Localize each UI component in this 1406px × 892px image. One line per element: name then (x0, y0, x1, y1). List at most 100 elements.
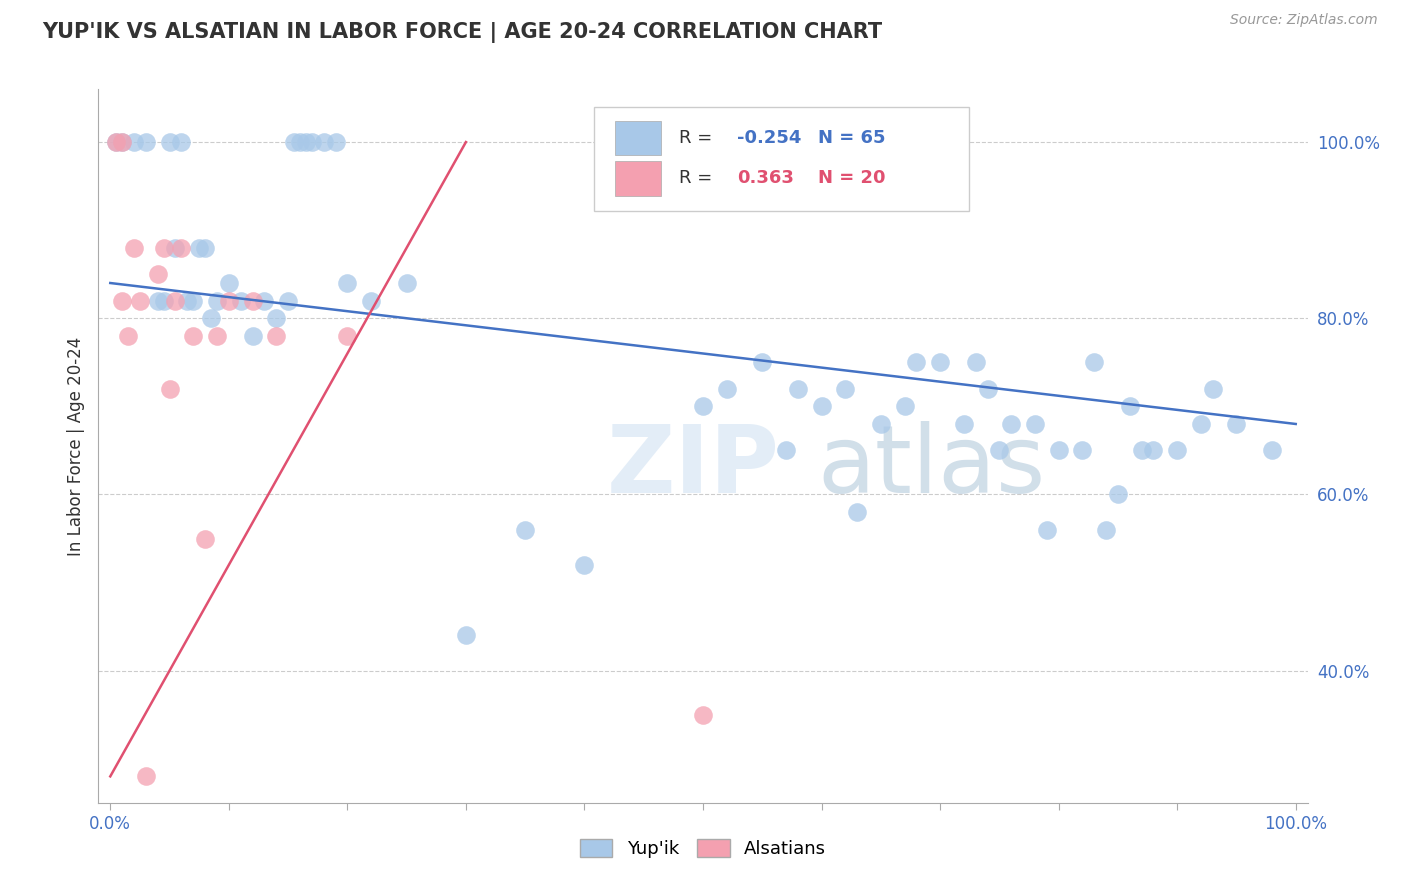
Point (1095, 523, 1118, 537)
Point (264, 311, 287, 326)
Point (111, 135, 134, 149)
Point (218, 293, 240, 308)
Text: R =: R = (679, 169, 724, 187)
Point (1107, 487, 1129, 501)
Point (176, 293, 198, 308)
Text: 0.363: 0.363 (737, 169, 794, 187)
Point (905, 355, 928, 369)
Point (692, 707, 714, 722)
Point (277, 293, 299, 308)
Point (515, 523, 537, 537)
Text: N = 20: N = 20 (818, 169, 886, 187)
Point (1119, 400, 1142, 414)
Point (1036, 523, 1059, 537)
Text: ZIP: ZIP (606, 421, 779, 514)
Point (716, 382, 738, 396)
Point (786, 382, 808, 396)
Point (869, 417, 891, 431)
Point (988, 443, 1011, 458)
Point (834, 382, 856, 396)
Point (218, 276, 240, 290)
Text: YUP'IK VS ALSATIAN IN LABOR FORCE | AGE 20-24 CORRELATION CHART: YUP'IK VS ALSATIAN IN LABOR FORCE | AGE … (42, 22, 883, 44)
FancyBboxPatch shape (614, 120, 661, 155)
Point (301, 135, 323, 149)
Point (1024, 417, 1046, 431)
Point (751, 355, 773, 369)
Point (117, 329, 139, 343)
Point (952, 417, 974, 431)
FancyBboxPatch shape (614, 161, 661, 195)
Point (283, 135, 305, 149)
Point (810, 400, 832, 414)
Point (135, 135, 157, 149)
Text: -0.254: -0.254 (737, 128, 801, 146)
Text: atlas: atlas (818, 421, 1046, 514)
Point (170, 241, 193, 255)
Point (1225, 417, 1247, 431)
Point (170, 135, 193, 149)
Point (129, 293, 152, 308)
Point (1166, 443, 1188, 458)
Point (181, 329, 204, 343)
Point (200, 311, 222, 326)
Point (360, 293, 382, 308)
Point (135, 769, 157, 783)
Point (264, 329, 287, 343)
Point (1142, 443, 1164, 458)
Point (111, 135, 134, 149)
Point (229, 293, 252, 308)
Point (165, 293, 187, 308)
Point (1000, 417, 1022, 431)
Point (929, 355, 952, 369)
Point (242, 329, 264, 343)
Point (146, 293, 169, 308)
Point (205, 293, 228, 308)
Point (159, 135, 181, 149)
Point (1047, 443, 1070, 458)
Point (181, 293, 204, 308)
Point (152, 293, 174, 308)
Point (165, 241, 187, 255)
Point (159, 382, 181, 396)
Point (188, 241, 211, 255)
Point (1083, 355, 1105, 369)
Y-axis label: In Labor Force | Age 20-24: In Labor Force | Age 20-24 (66, 336, 84, 556)
Point (194, 532, 217, 546)
Point (1071, 443, 1094, 458)
Point (976, 382, 998, 396)
Point (146, 267, 169, 281)
Point (194, 241, 217, 255)
FancyBboxPatch shape (595, 107, 969, 211)
Legend: Yup'ik, Alsatians: Yup'ik, Alsatians (572, 831, 834, 865)
Point (1189, 417, 1212, 431)
Point (253, 293, 276, 308)
Point (1202, 382, 1225, 396)
Point (395, 276, 418, 290)
Point (336, 329, 359, 343)
Point (105, 135, 128, 149)
Point (152, 241, 174, 255)
Point (105, 135, 128, 149)
Point (1261, 443, 1284, 458)
Point (295, 135, 318, 149)
Point (846, 505, 869, 519)
Point (242, 293, 264, 308)
Text: R =: R = (679, 128, 718, 146)
Point (288, 135, 311, 149)
Point (312, 135, 335, 149)
Point (692, 400, 714, 414)
Point (336, 276, 359, 290)
Point (893, 400, 915, 414)
Text: Source: ZipAtlas.com: Source: ZipAtlas.com (1230, 13, 1378, 28)
Point (122, 135, 145, 149)
Point (205, 329, 228, 343)
Point (325, 135, 347, 149)
Point (454, 628, 477, 642)
Text: N = 65: N = 65 (818, 128, 886, 146)
Point (1130, 443, 1153, 458)
Point (965, 355, 987, 369)
Point (574, 558, 596, 572)
Point (111, 293, 134, 308)
Point (775, 443, 797, 458)
Point (122, 241, 145, 255)
